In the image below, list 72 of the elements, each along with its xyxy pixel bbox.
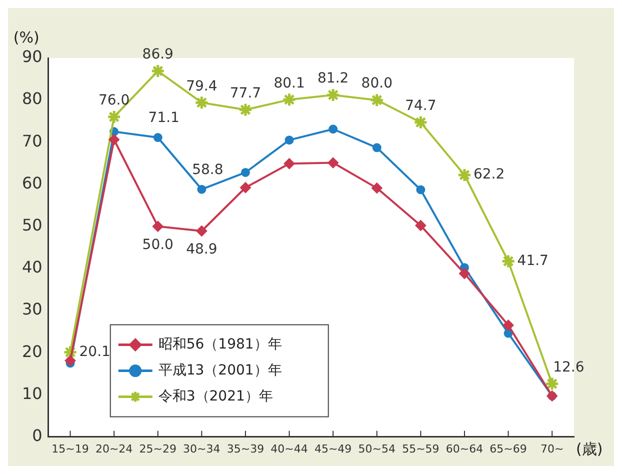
data-label: 50.0 bbox=[142, 236, 174, 253]
y-tick-label: 90 bbox=[22, 47, 42, 66]
point bbox=[197, 184, 206, 194]
x-tick-label: 70~ bbox=[540, 442, 564, 456]
point bbox=[413, 115, 428, 130]
point bbox=[372, 143, 382, 152]
point bbox=[153, 133, 162, 142]
point bbox=[371, 182, 382, 194]
point bbox=[150, 64, 166, 78]
x-tick-label: 55~59 bbox=[402, 442, 440, 456]
x-tick-label: 25~29 bbox=[139, 442, 176, 456]
point bbox=[108, 134, 120, 146]
data-label: 79.4 bbox=[186, 78, 218, 94]
point bbox=[415, 220, 426, 232]
legend-label: 平成13（2001）年 bbox=[158, 362, 282, 378]
legend-label: 令和3（2021）年 bbox=[158, 388, 273, 404]
data-label: 80.0 bbox=[361, 76, 392, 92]
point bbox=[326, 88, 340, 102]
point bbox=[238, 102, 253, 118]
x-tick-label: 50~54 bbox=[358, 442, 396, 456]
point bbox=[457, 168, 472, 182]
y-axis-title: (%) bbox=[13, 28, 40, 46]
data-label: 12.6 bbox=[553, 359, 584, 376]
x-tick-label: 35~39 bbox=[226, 442, 264, 456]
data-label: 71.1 bbox=[148, 110, 180, 126]
data-label: 74.7 bbox=[405, 98, 436, 114]
point bbox=[458, 268, 470, 279]
data-label: 48.9 bbox=[186, 242, 218, 258]
point bbox=[370, 92, 384, 108]
x-tick-label: 15~19 bbox=[52, 442, 89, 456]
point bbox=[328, 157, 339, 168]
y-tick-label: 80 bbox=[22, 89, 42, 108]
legend-label: 昭和56（1981）年 bbox=[158, 336, 282, 352]
data-label: 86.9 bbox=[142, 46, 174, 63]
x-axis-title: (歳) bbox=[576, 440, 603, 458]
point bbox=[196, 225, 208, 236]
y-tick-label: 60 bbox=[22, 173, 42, 192]
data-label: 76.0 bbox=[98, 92, 130, 109]
x-tick-label: 45~49 bbox=[314, 442, 352, 456]
data-label: 81.2 bbox=[317, 70, 349, 87]
point bbox=[240, 182, 251, 194]
point bbox=[152, 220, 164, 232]
data-label: 41.7 bbox=[517, 252, 548, 269]
point bbox=[64, 355, 76, 366]
data-label: 58.8 bbox=[192, 162, 224, 178]
point bbox=[282, 92, 297, 107]
point bbox=[284, 136, 294, 145]
x-tick-label: 30~34 bbox=[183, 442, 220, 456]
x-tick-label: 60~64 bbox=[446, 442, 484, 456]
point bbox=[194, 95, 209, 110]
x-tick-label: 20~24 bbox=[95, 442, 133, 456]
point bbox=[106, 110, 122, 124]
y-tick-label: 50 bbox=[22, 216, 42, 235]
data-label: 80.1 bbox=[274, 75, 305, 92]
y-tick-label: 40 bbox=[22, 258, 42, 277]
point bbox=[502, 320, 514, 331]
x-tick-label: 65~69 bbox=[490, 442, 527, 456]
data-label: 20.1 bbox=[79, 344, 110, 360]
y-tick-label: 30 bbox=[22, 300, 42, 319]
x-tick-label: 40~44 bbox=[270, 442, 308, 456]
y-tick-label: 70 bbox=[22, 131, 42, 150]
point bbox=[544, 376, 560, 392]
y-tick-label: 10 bbox=[22, 384, 42, 403]
data-label: 62.2 bbox=[473, 166, 505, 183]
point bbox=[328, 124, 338, 134]
point bbox=[240, 168, 250, 177]
point bbox=[416, 185, 426, 194]
point bbox=[501, 254, 516, 269]
point bbox=[284, 158, 295, 170]
data-label: 77.7 bbox=[230, 85, 262, 102]
y-tick-label: 20 bbox=[22, 342, 42, 361]
y-tick-label: 0 bbox=[32, 426, 42, 445]
